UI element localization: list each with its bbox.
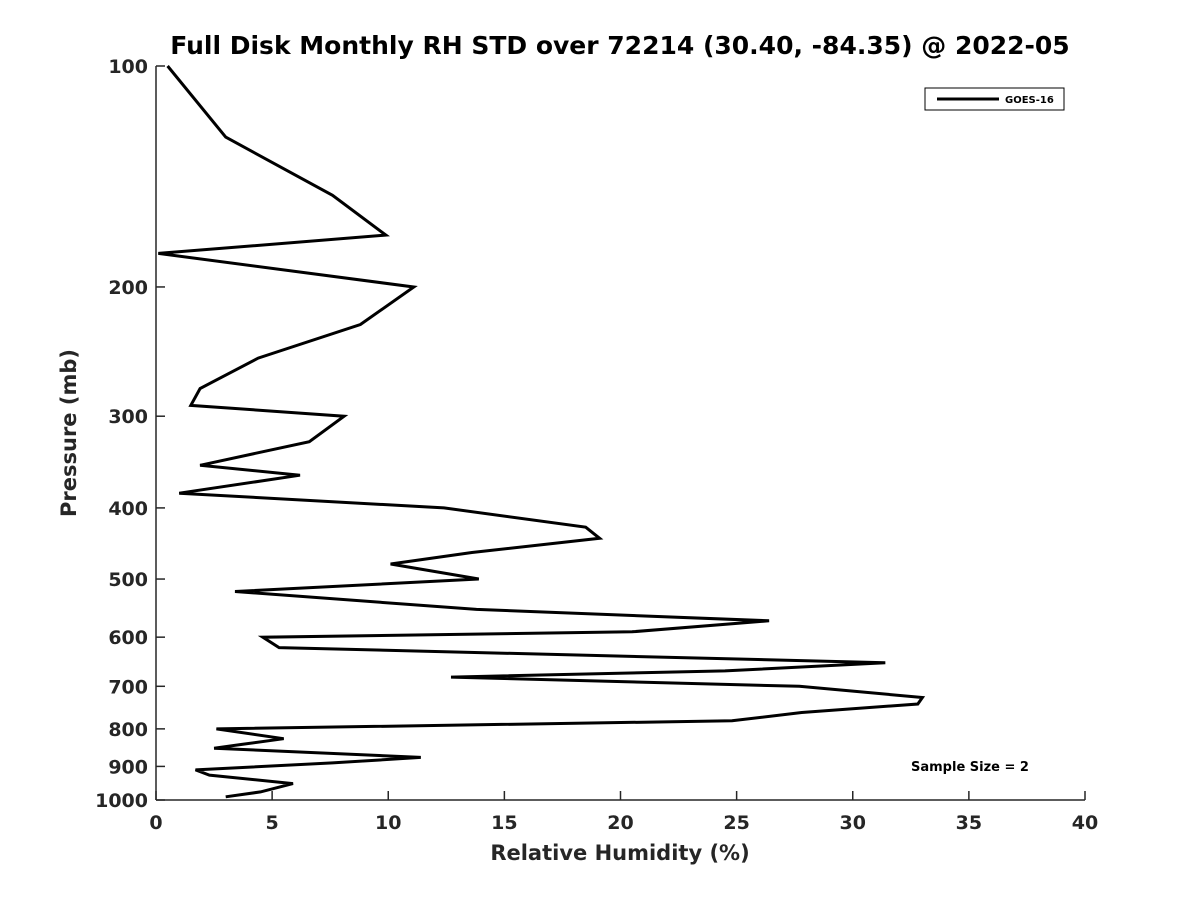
y-axis-ticks: 100 200 300 400 500 600 700 800 900 1000 xyxy=(95,56,165,812)
y-tick-label: 300 xyxy=(108,406,148,428)
y-tick-label: 900 xyxy=(108,756,148,778)
x-tick-label: 30 xyxy=(840,812,866,834)
y-tick-label: 100 xyxy=(108,56,148,78)
y-axis-label: Pressure (mb) xyxy=(57,349,81,517)
y-tick-label: 500 xyxy=(108,569,148,591)
y-tick-label: 400 xyxy=(108,498,148,520)
chart-title: Full Disk Monthly RH STD over 72214 (30.… xyxy=(170,31,1069,60)
x-tick-label: 35 xyxy=(956,812,982,834)
y-tick-label: 600 xyxy=(108,627,148,649)
legend: GOES-16 xyxy=(924,87,1065,111)
x-tick-label: 10 xyxy=(375,812,401,834)
y-tick-label: 1000 xyxy=(95,790,148,812)
series-line-goes-16 xyxy=(158,65,926,799)
x-tick-label: 5 xyxy=(266,812,279,834)
legend-label: GOES-16 xyxy=(1005,95,1054,106)
x-tick-label: 20 xyxy=(607,812,633,834)
y-tick-label: 700 xyxy=(108,676,148,698)
x-tick-label: 40 xyxy=(1072,812,1098,834)
y-tick-label: 800 xyxy=(108,719,148,741)
sample-size-annotation: Sample Size = 2 xyxy=(911,760,1029,775)
plot-area: 0 5 10 15 20 25 30 35 40 100 200 300 400 500 600 700 80… xyxy=(95,56,1098,834)
y-tick-label: 200 xyxy=(108,277,148,299)
x-tick-label: 0 xyxy=(149,812,162,834)
x-axis-label: Relative Humidity (%) xyxy=(490,841,749,865)
x-axis-ticks: 0 5 10 15 20 25 30 35 40 xyxy=(149,791,1098,834)
x-tick-label: 15 xyxy=(491,812,517,834)
x-tick-label: 25 xyxy=(723,812,749,834)
